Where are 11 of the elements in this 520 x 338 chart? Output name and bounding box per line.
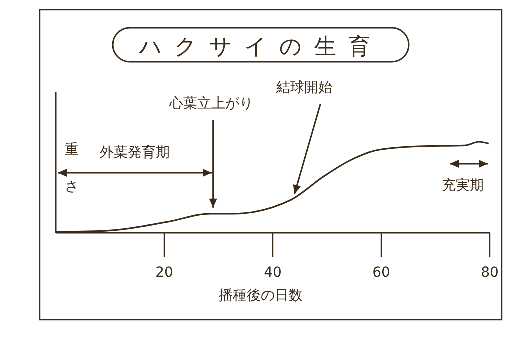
- annotation: 外葉発育期: [100, 144, 170, 161]
- annotation: 結球開始: [276, 80, 333, 96]
- chart-title: ハクサイの生育: [138, 34, 382, 60]
- x-tick-label: 60: [372, 265, 390, 281]
- x-tick-label: 80: [481, 265, 499, 281]
- annotation: 心葉立上がり: [168, 96, 254, 112]
- x-tick-label: 40: [264, 265, 282, 281]
- x-axis-title: 播種後の日数: [219, 288, 303, 304]
- annotation: 充実期: [442, 178, 484, 194]
- text: 重さ: [65, 142, 79, 195]
- x-tick-label: 20: [156, 265, 174, 281]
